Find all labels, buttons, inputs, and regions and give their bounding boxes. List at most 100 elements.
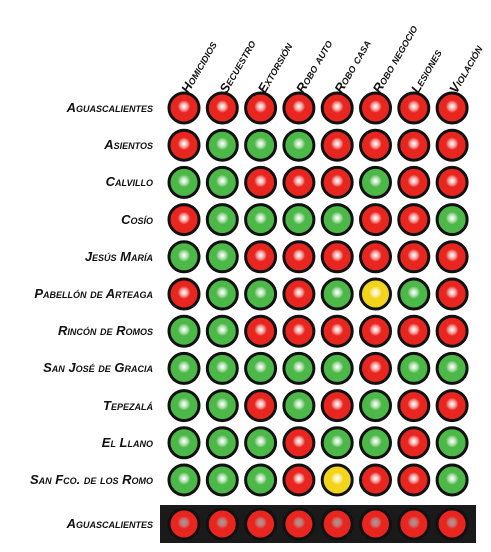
indicator-dot [359, 128, 392, 162]
indicator-dot [244, 203, 278, 237]
indicator-dot [435, 277, 469, 311]
indicator-dot [435, 91, 469, 125]
indicator-dot [167, 128, 201, 162]
indicator-dot [359, 351, 392, 385]
indicator-dot [359, 426, 392, 460]
indicator-dot [282, 463, 316, 497]
indicator-dot [244, 389, 278, 423]
indicator-dot [320, 240, 354, 274]
total-indicator-dot [397, 507, 431, 541]
indicator-dot [282, 128, 316, 162]
indicator-dot [244, 240, 278, 274]
indicator-dot [205, 389, 239, 423]
indicator-dot [167, 463, 201, 497]
indicator-dot [205, 463, 239, 497]
row-label: San José de Gracia [43, 360, 153, 376]
row-label: El Llano [101, 434, 153, 450]
indicator-dot [359, 463, 392, 497]
indicator-dot [282, 277, 316, 311]
row-label: Aguascalientes [66, 100, 153, 115]
indicator-dot [359, 389, 392, 423]
indicator-dot [167, 203, 201, 237]
indicator-dot [320, 277, 354, 311]
indicator-dot [205, 277, 239, 311]
indicator-dot [359, 203, 392, 237]
indicator-dot [397, 165, 431, 199]
indicator-dot [397, 128, 431, 162]
indicator-dot [282, 426, 316, 460]
total-indicator-dot [435, 507, 469, 541]
indicator-dot [397, 351, 431, 385]
indicator-dot [205, 165, 239, 199]
indicator-dot [167, 314, 201, 348]
indicator-dot [397, 240, 431, 274]
row-label: Pabellón de Arteaga [34, 286, 153, 301]
indicator-dot [282, 165, 316, 199]
indicator-dot [320, 165, 354, 199]
indicator-dot [320, 128, 354, 162]
row-label: Calvillo [105, 174, 153, 190]
indicator-dot [282, 389, 316, 423]
indicator-dot [435, 463, 469, 497]
indicator-dot [359, 240, 392, 274]
indicator-dot [282, 91, 316, 125]
indicator-dot [244, 314, 278, 348]
indicator-dot [205, 203, 239, 237]
indicator-dot [282, 203, 316, 237]
indicator-dot [320, 203, 354, 237]
indicator-dot [167, 351, 201, 385]
indicator-dot [282, 314, 316, 348]
indicator-dot [244, 91, 278, 125]
indicator-dot [435, 203, 469, 237]
indicator-dot [167, 165, 201, 199]
indicator-dot [435, 314, 469, 348]
row-label: Cosío [121, 211, 153, 227]
total-indicator-dot [282, 507, 316, 541]
indicator-dot [435, 165, 469, 199]
indicator-dot [205, 240, 239, 274]
indicator-dot [167, 426, 201, 460]
indicator-dot [320, 351, 354, 385]
indicator-dot [435, 240, 469, 274]
indicator-dot [244, 351, 278, 385]
row-label: Jesús María [84, 248, 153, 264]
indicator-dot [320, 463, 354, 497]
total-indicator-dot [320, 507, 354, 541]
indicator-dot [397, 91, 431, 125]
indicator-dot [282, 351, 316, 385]
indicator-dot [320, 314, 354, 348]
indicator-dot [435, 389, 469, 423]
indicator-dot [205, 91, 239, 125]
row-label: San Fco. de los Romo [29, 472, 153, 487]
total-row-label: Aguascalientes [66, 516, 153, 531]
total-indicator-dot [359, 507, 392, 541]
indicator-dot [167, 91, 201, 125]
indicator-dot [397, 463, 431, 497]
indicator-dot [167, 240, 201, 274]
indicator-dot [244, 165, 278, 199]
indicator-dot [244, 277, 278, 311]
indicator-dot [397, 203, 431, 237]
indicator-dot [435, 426, 469, 460]
indicator-dot [359, 91, 392, 125]
total-indicator-dot [244, 507, 278, 541]
indicator-dot [167, 389, 201, 423]
indicator-dot [205, 351, 239, 385]
indicator-dot [435, 351, 469, 385]
indicator-dot [320, 426, 354, 460]
indicator-dot [435, 128, 469, 162]
indicator-dot [397, 277, 431, 311]
indicator-dot [244, 463, 278, 497]
indicator-dot [397, 426, 431, 460]
row-label: Asientos [104, 137, 153, 153]
indicator-dot [359, 314, 392, 348]
indicator-dot [167, 277, 201, 311]
indicator-dot [320, 389, 354, 423]
indicator-dot [244, 128, 278, 162]
indicator-dot [205, 426, 239, 460]
total-indicator-dot [205, 507, 239, 541]
indicator-dot [282, 240, 316, 274]
row-label: Tepezalá [103, 397, 153, 413]
